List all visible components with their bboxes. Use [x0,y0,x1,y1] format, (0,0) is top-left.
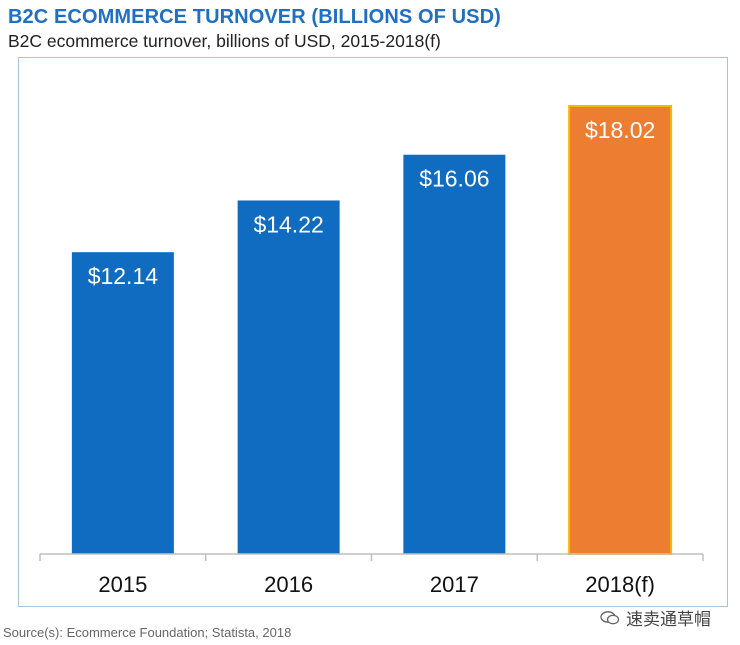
data-label: $14.22 [253,211,323,237]
data-label: $16.06 [419,166,489,192]
x-tick-label: 2015 [98,572,147,597]
bar-2018f [568,105,673,555]
wechat-icon [600,610,620,624]
source-note: Source(s): Ecommerce Foundation; Statist… [3,625,292,640]
x-tick-label: 2016 [264,572,313,597]
data-label: $12.14 [88,263,159,289]
chart-subtitle: B2C ecommerce turnover, billions of USD,… [8,31,441,51]
bar-2016 [237,200,340,554]
data-label: $18.02 [585,117,655,143]
watermark-text: 速卖通草帽 [626,610,711,629]
x-tick-label: 2017 [430,572,479,597]
chart-frame [18,57,728,607]
x-tick-label: 2018(f) [585,572,655,597]
watermark: 速卖通草帽 [600,605,711,630]
bar-2015 [71,252,174,554]
chart-title: B2C ECOMMERCE TURNOVER (BILLIONS OF USD) [8,6,501,28]
bar-2017 [403,154,506,554]
